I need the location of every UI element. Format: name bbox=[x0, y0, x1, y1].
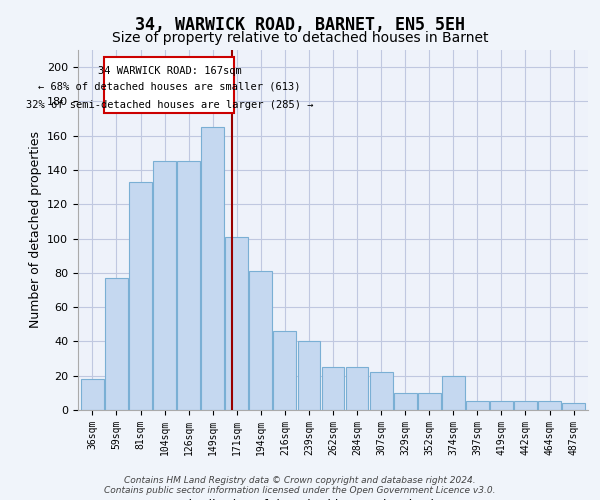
Bar bbox=[418, 393, 440, 410]
Bar bbox=[466, 402, 489, 410]
Bar bbox=[538, 402, 561, 410]
Bar bbox=[562, 403, 585, 410]
Text: Contains HM Land Registry data © Crown copyright and database right 2024.
Contai: Contains HM Land Registry data © Crown c… bbox=[104, 476, 496, 495]
Text: 34, WARWICK ROAD, BARNET, EN5 5EH: 34, WARWICK ROAD, BARNET, EN5 5EH bbox=[135, 16, 465, 34]
Bar bbox=[129, 182, 152, 410]
Bar bbox=[201, 127, 224, 410]
Text: 34 WARWICK ROAD: 167sqm: 34 WARWICK ROAD: 167sqm bbox=[98, 66, 241, 76]
Bar bbox=[298, 342, 320, 410]
Bar bbox=[177, 162, 200, 410]
Bar bbox=[346, 367, 368, 410]
Bar bbox=[322, 367, 344, 410]
Text: 32% of semi-detached houses are larger (285) →: 32% of semi-detached houses are larger (… bbox=[26, 100, 313, 110]
Bar bbox=[274, 331, 296, 410]
Bar bbox=[394, 393, 416, 410]
FancyBboxPatch shape bbox=[104, 57, 235, 114]
Bar bbox=[514, 402, 537, 410]
Bar bbox=[490, 402, 513, 410]
Bar bbox=[442, 376, 465, 410]
Bar bbox=[105, 278, 128, 410]
Bar bbox=[81, 379, 104, 410]
Bar bbox=[153, 162, 176, 410]
Bar bbox=[370, 372, 392, 410]
Text: Size of property relative to detached houses in Barnet: Size of property relative to detached ho… bbox=[112, 31, 488, 45]
Bar bbox=[250, 271, 272, 410]
Y-axis label: Number of detached properties: Number of detached properties bbox=[29, 132, 41, 328]
Text: ← 68% of detached houses are smaller (613): ← 68% of detached houses are smaller (61… bbox=[38, 82, 301, 92]
Bar bbox=[226, 237, 248, 410]
